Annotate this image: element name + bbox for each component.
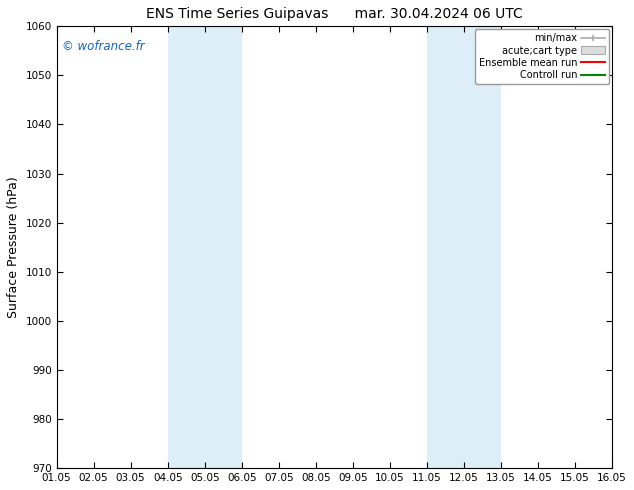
Title: ENS Time Series Guipavas      mar. 30.04.2024 06 UTC: ENS Time Series Guipavas mar. 30.04.2024… [146, 7, 523, 21]
Y-axis label: Surface Pressure (hPa): Surface Pressure (hPa) [7, 176, 20, 318]
Text: © wofrance.fr: © wofrance.fr [62, 40, 145, 52]
Bar [168, 26, 242, 468]
Legend: min/max, acute;cart type, Ensemble mean run, Controll run: min/max, acute;cart type, Ensemble mean … [475, 29, 609, 84]
Bar [427, 26, 501, 468]
